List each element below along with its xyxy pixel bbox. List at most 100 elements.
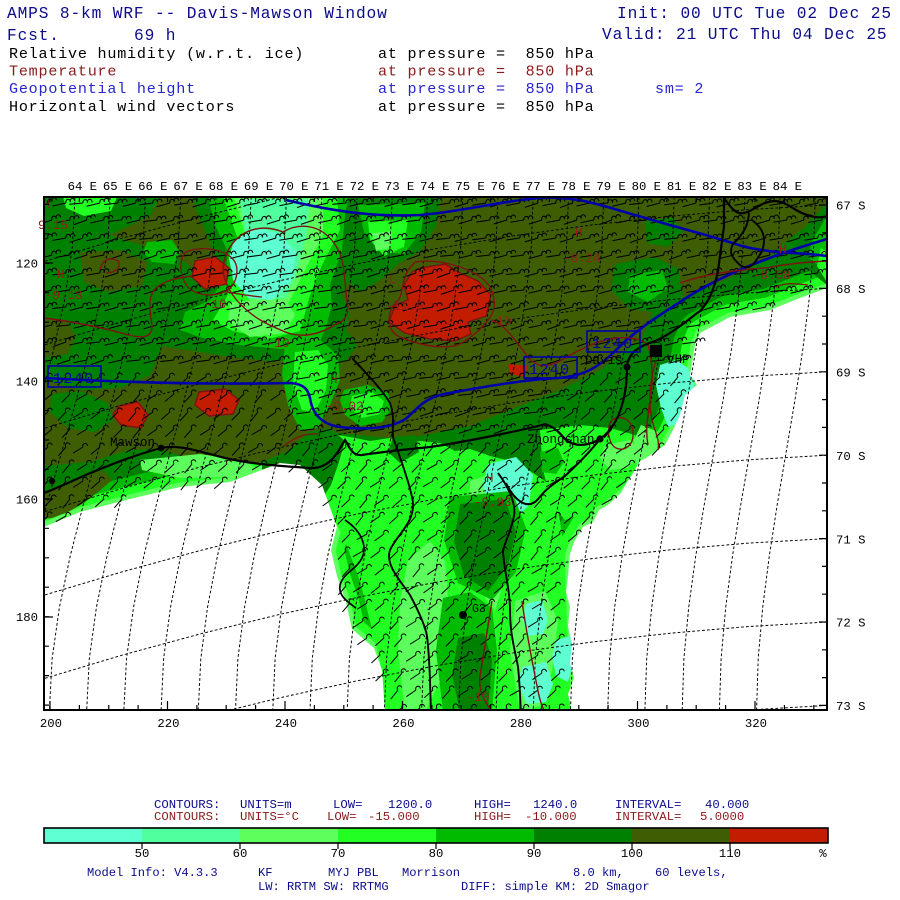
svg-text:120: 120 [16, 258, 38, 272]
svg-text:110: 110 [719, 847, 741, 861]
svg-text:E: E [724, 180, 731, 194]
svg-text:180: 180 [16, 611, 38, 625]
svg-text:at pressure = 850 hPa: at pressure = 850 hPa [378, 63, 594, 81]
svg-text:Relative humidity (w.r.t. ice): Relative humidity (w.r.t. ice) [9, 45, 304, 63]
svg-text:E: E [301, 180, 308, 194]
svg-text:E: E [513, 180, 520, 194]
svg-text:E: E [90, 180, 97, 194]
svg-text:72 S: 72 S [836, 617, 866, 631]
svg-text:H: H [575, 226, 583, 240]
svg-text:Model Info: V4.3.3: Model Info: V4.3.3 [87, 866, 218, 880]
svg-text:Morrison: Morrison [402, 866, 460, 880]
svg-text:79: 79 [596, 180, 611, 194]
svg-text:1240.0: 1240.0 [533, 798, 577, 812]
svg-text:LOW=: LOW= [327, 810, 357, 824]
svg-text:73: 73 [385, 180, 400, 194]
svg-text:60: 60 [233, 847, 248, 861]
svg-text:160: 160 [16, 493, 38, 507]
svg-text:E: E [266, 180, 273, 194]
svg-text:71: 71 [314, 180, 329, 194]
svg-text:-10: -10 [467, 691, 490, 705]
svg-text:MYJ PBL: MYJ PBL [328, 866, 379, 880]
svg-text:81: 81 [667, 180, 682, 194]
svg-text:-10: -10 [489, 315, 512, 329]
svg-text:320: 320 [745, 717, 767, 731]
svg-text:E: E [195, 180, 202, 194]
svg-text:80: 80 [632, 180, 647, 194]
svg-text:78: 78 [561, 180, 576, 194]
svg-text:70: 70 [279, 180, 294, 194]
svg-text:67 S: 67 S [836, 200, 866, 214]
svg-text:75: 75 [455, 180, 470, 194]
svg-text:HIGH=: HIGH= [474, 810, 511, 824]
svg-text:82: 82 [702, 180, 717, 194]
svg-text:74: 74 [420, 180, 435, 194]
svg-text:E: E [442, 180, 449, 194]
svg-text:1240: 1240 [53, 370, 94, 388]
svg-text:Davis: Davis [585, 354, 623, 368]
svg-text:84: 84 [773, 180, 788, 194]
svg-text:69 S: 69 S [836, 367, 866, 381]
svg-text:80: 80 [429, 847, 444, 861]
svg-text:Zhongshan: Zhongshan [527, 433, 595, 447]
svg-text:77: 77 [526, 180, 541, 194]
svg-text:5.0000: 5.0000 [700, 810, 744, 824]
svg-text:70 S: 70 S [836, 450, 866, 464]
svg-text:H: H [330, 373, 338, 387]
svg-text:H: H [779, 243, 787, 257]
svg-text:1240: 1240 [592, 335, 633, 353]
svg-text:E: E [795, 180, 802, 194]
svg-text:E: E [407, 180, 414, 194]
svg-text:E: E [160, 180, 167, 194]
svg-text:72: 72 [350, 180, 365, 194]
svg-text:-11.5: -11.5 [386, 300, 424, 314]
svg-text:Temperature: Temperature [9, 63, 117, 81]
svg-text:Horizontal wind vectors: Horizontal wind vectors [9, 98, 235, 116]
svg-text:68 S: 68 S [836, 283, 866, 297]
svg-text:LOW=: LOW= [333, 798, 363, 812]
svg-text:1200.0: 1200.0 [388, 798, 432, 812]
svg-text:AMPS 8-km WRF -- Davis-Mawson: AMPS 8-km WRF -- Davis-Mawson Window [7, 5, 388, 23]
svg-text:LW: RRTM SW: RRTMG: LW: RRTM SW: RRTMG [258, 880, 389, 894]
svg-text:E: E [231, 180, 238, 194]
svg-text:H: H [486, 472, 494, 486]
svg-text:240: 240 [275, 717, 297, 731]
svg-text:100: 100 [621, 847, 643, 861]
svg-text:200: 200 [40, 717, 62, 731]
svg-text:at pressure = 850 hPa: at pressure = 850 hPa [378, 80, 594, 98]
svg-text:40.000: 40.000 [705, 798, 749, 812]
svg-text:VHP: VHP [667, 353, 690, 367]
svg-text:65: 65 [103, 180, 118, 194]
svg-text:HIGH=: HIGH= [474, 798, 511, 812]
svg-text:83: 83 [737, 180, 752, 194]
svg-text:-10.000: -10.000 [525, 810, 577, 824]
svg-text:-9.93: -9.93 [474, 496, 512, 510]
svg-text:300: 300 [627, 717, 649, 731]
svg-text:E: E [125, 180, 132, 194]
svg-text:Geopotential height: Geopotential height [9, 80, 196, 98]
svg-text:L: L [389, 273, 397, 287]
svg-text:76: 76 [491, 180, 506, 194]
svg-text:71 S: 71 S [836, 533, 866, 547]
svg-text:Mawson: Mawson [110, 436, 155, 450]
svg-text:8.0 km,: 8.0 km, [573, 866, 624, 880]
svg-text:INTERVAL=: INTERVAL= [615, 798, 681, 812]
svg-text:H: H [57, 268, 65, 282]
svg-text:68: 68 [209, 180, 224, 194]
svg-text:67: 67 [173, 180, 188, 194]
svg-text:9.15: 9.15 [38, 219, 68, 233]
svg-text:DIFF: simple KM: 2D Smagor: DIFF: simple KM: 2D Smagor [461, 880, 650, 894]
svg-text:E: E [618, 180, 625, 194]
svg-text:CONTOURS:: CONTOURS: [154, 798, 220, 812]
svg-text:UNITS=°C: UNITS=°C [240, 810, 299, 824]
svg-text:69 h: 69 h [134, 27, 176, 45]
svg-text:-10: -10 [267, 337, 290, 351]
svg-text:E: E [477, 180, 484, 194]
svg-text:sm= 2: sm= 2 [655, 80, 704, 98]
svg-text:G3: G3 [472, 603, 486, 616]
svg-text:E: E [548, 180, 555, 194]
svg-text:280: 280 [510, 717, 532, 731]
svg-text:-9.13: -9.13 [45, 289, 83, 303]
svg-text:KF: KF [258, 866, 273, 880]
svg-text:70: 70 [331, 847, 346, 861]
